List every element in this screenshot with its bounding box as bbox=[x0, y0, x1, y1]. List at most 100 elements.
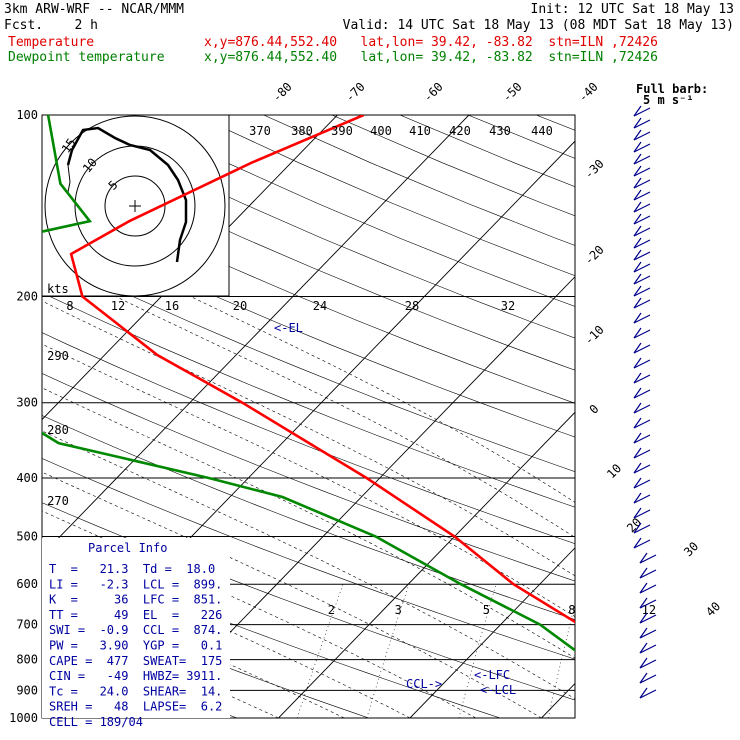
lcl-marker: <-LCL bbox=[480, 683, 516, 697]
parcel-row: K = 36 LFC = 851. bbox=[49, 593, 222, 607]
wind-barb bbox=[639, 642, 648, 654]
wind-barb bbox=[639, 672, 648, 684]
moist-adiabat bbox=[42, 387, 575, 659]
dry-adiabat bbox=[42, 332, 575, 544]
wind-barb bbox=[633, 464, 651, 474]
pressure-label: 300 bbox=[16, 396, 38, 410]
valid-time: Valid: 14 UTC Sat 18 May 13 (08 MDT Sat … bbox=[342, 18, 734, 33]
moist-adiabat bbox=[42, 430, 575, 700]
pressure-label: 500 bbox=[16, 529, 38, 543]
isotherm-label: 10 bbox=[604, 461, 624, 481]
wind-barb bbox=[639, 689, 657, 699]
wind-barb bbox=[633, 449, 651, 459]
dry-adiabat bbox=[42, 177, 575, 404]
wind-barb bbox=[633, 165, 642, 177]
wind-barb bbox=[633, 261, 642, 273]
wind-barb bbox=[639, 612, 648, 624]
wind-barb bbox=[639, 582, 648, 594]
wind-barb bbox=[633, 524, 651, 534]
parcel-row: LI = -2.3 LCL = 899. bbox=[49, 577, 222, 591]
parcel-row: TT = 49 EL = 226 bbox=[49, 608, 222, 622]
dewpoint-legend: Dewpoint temperature bbox=[8, 50, 165, 65]
wind-barb bbox=[633, 297, 642, 309]
wind-barb bbox=[639, 674, 657, 684]
mixing-ratio-line bbox=[458, 584, 497, 718]
wind-barb bbox=[633, 357, 642, 369]
wind-barb bbox=[633, 537, 642, 549]
pressure-label: 200 bbox=[16, 290, 38, 304]
wind-barb bbox=[633, 143, 651, 153]
wind-barb bbox=[633, 203, 651, 213]
theta-label: 270 bbox=[47, 494, 69, 508]
el-marker: <-EL bbox=[274, 321, 303, 335]
wind-barb bbox=[633, 389, 651, 399]
theta-label: 440 bbox=[531, 124, 553, 138]
wind-barb bbox=[633, 477, 642, 489]
theta-label: 390 bbox=[331, 124, 353, 138]
hodograph-trace bbox=[66, 126, 188, 263]
wind-barb bbox=[633, 494, 651, 504]
isotherm-label: 40 bbox=[703, 599, 723, 619]
isotherm bbox=[146, 276, 575, 718]
parcel-row: SREH = 48 LAPSE= 6.2 bbox=[49, 700, 222, 714]
mixing-ratio-label: 5 bbox=[483, 603, 490, 617]
theta-label: 410 bbox=[409, 124, 431, 138]
wind-barb bbox=[633, 215, 651, 225]
wind-barb bbox=[633, 419, 651, 429]
pressure-label: 1000 bbox=[9, 711, 38, 725]
mixing-ratio-label: 3 bbox=[395, 603, 402, 617]
wind-barb bbox=[633, 155, 651, 165]
wind-barb bbox=[633, 299, 651, 309]
model-title: 3km ARW-WRF -- NCAR/MMM bbox=[4, 2, 185, 17]
init-time: Init: 12 UTC Sat 18 May 13 bbox=[530, 2, 735, 17]
wind-barb bbox=[633, 342, 642, 354]
dry-adiabat bbox=[42, 292, 575, 508]
hodo-speed-label: 32 bbox=[501, 299, 515, 313]
moist-adiabat bbox=[115, 296, 575, 538]
isotherm bbox=[278, 411, 575, 718]
wind-barb bbox=[633, 189, 642, 201]
dewpoint-trace bbox=[42, 115, 575, 652]
wind-barb bbox=[639, 552, 648, 564]
wind-barb bbox=[633, 432, 642, 444]
parcel-row: CAPE = 477 SWEAT= 175 bbox=[49, 654, 222, 668]
wind-barb bbox=[639, 599, 657, 609]
wind-barb bbox=[633, 225, 642, 237]
dewpoint-location: x,y=876.44,552.40 lat,lon= 39.42, -83.82… bbox=[204, 50, 658, 65]
parcel-row: Tc = 24.0 SHEAR= 14. bbox=[49, 684, 222, 698]
hodo-speed-label: 8 bbox=[66, 299, 73, 313]
wind-barb bbox=[633, 201, 642, 213]
wind-barb bbox=[633, 374, 651, 384]
theta-label: 280 bbox=[47, 423, 69, 437]
isotherm-label: -20 bbox=[582, 243, 607, 268]
dry-adiabat bbox=[604, 115, 740, 718]
wind-barb bbox=[633, 314, 651, 324]
wind-barb bbox=[639, 659, 657, 669]
wind-barb bbox=[633, 447, 642, 459]
wind-barb bbox=[633, 287, 651, 297]
wind-barb bbox=[633, 105, 642, 117]
wind-barb bbox=[639, 569, 657, 579]
hodo-kts-label: kts bbox=[47, 282, 69, 296]
wind-barb bbox=[633, 129, 642, 141]
wind-barb bbox=[633, 522, 642, 534]
wind-barb bbox=[639, 657, 648, 669]
wind-barb bbox=[633, 167, 651, 177]
wind-barb bbox=[639, 629, 657, 639]
wind-barb bbox=[633, 509, 651, 519]
wind-barb bbox=[633, 131, 651, 141]
wind-barb bbox=[633, 479, 651, 489]
wind-barb bbox=[633, 434, 651, 444]
isotherm-label: -30 bbox=[582, 157, 607, 182]
moist-adiabat bbox=[42, 343, 575, 617]
isotherm-label: 30 bbox=[681, 539, 701, 559]
dry-adiabat bbox=[331, 115, 575, 217]
hodo-speed-label: 12 bbox=[111, 299, 125, 313]
parcel-row: SWI = -0.9 CCL = 874. bbox=[49, 623, 222, 637]
mixing-ratio-line bbox=[366, 584, 410, 718]
pressure-label: 900 bbox=[16, 683, 38, 697]
parcel-row: T = 21.3 Td = 18.0 bbox=[49, 562, 215, 576]
isotherm-label: -70 bbox=[343, 80, 368, 105]
wind-barb bbox=[633, 227, 651, 237]
